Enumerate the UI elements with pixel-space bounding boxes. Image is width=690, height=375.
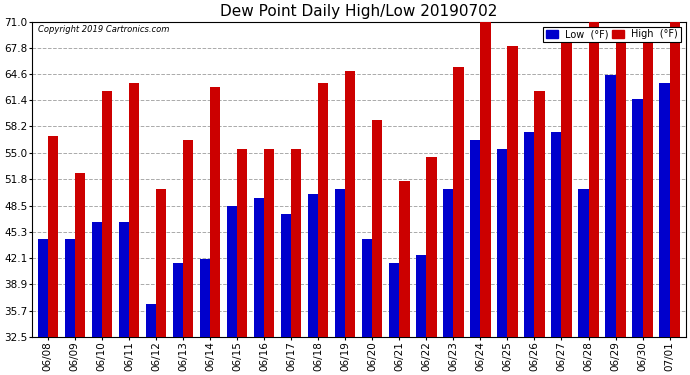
Bar <box>172 263 183 337</box>
Bar <box>589 18 599 337</box>
Bar <box>264 148 275 337</box>
Bar <box>335 189 345 337</box>
Bar <box>281 214 291 337</box>
Bar <box>119 222 129 337</box>
Bar <box>37 238 48 337</box>
Bar <box>497 148 507 337</box>
Bar <box>75 173 85 337</box>
Bar <box>389 263 400 337</box>
Bar <box>615 34 626 337</box>
Bar <box>48 136 58 337</box>
Bar <box>199 259 210 337</box>
Bar <box>237 148 247 337</box>
Bar <box>345 71 355 337</box>
Bar <box>562 42 572 337</box>
Bar <box>183 140 193 337</box>
Bar <box>400 181 410 337</box>
Bar <box>129 83 139 337</box>
Bar <box>308 194 318 337</box>
Bar <box>362 238 372 337</box>
Bar <box>156 189 166 337</box>
Bar <box>669 18 680 337</box>
Legend: Low  (°F), High  (°F): Low (°F), High (°F) <box>543 27 681 42</box>
Bar <box>524 132 535 337</box>
Bar <box>470 140 480 337</box>
Bar <box>254 198 264 337</box>
Bar <box>605 75 615 337</box>
Bar <box>318 83 328 337</box>
Bar <box>426 157 437 337</box>
Bar <box>65 238 75 337</box>
Bar <box>578 189 589 337</box>
Bar <box>632 99 642 337</box>
Bar <box>480 18 491 337</box>
Text: Copyright 2019 Cartronics.com: Copyright 2019 Cartronics.com <box>38 25 170 34</box>
Bar <box>660 83 669 337</box>
Title: Dew Point Daily High/Low 20190702: Dew Point Daily High/Low 20190702 <box>220 4 497 19</box>
Bar <box>210 87 220 337</box>
Bar <box>291 148 302 337</box>
Bar <box>372 120 382 337</box>
Bar <box>92 222 102 337</box>
Bar <box>443 189 453 337</box>
Bar <box>416 255 426 337</box>
Bar <box>642 34 653 337</box>
Bar <box>453 67 464 337</box>
Bar <box>551 132 562 337</box>
Bar <box>227 206 237 337</box>
Bar <box>102 91 112 337</box>
Bar <box>146 304 156 337</box>
Bar <box>535 91 544 337</box>
Bar <box>507 46 518 337</box>
